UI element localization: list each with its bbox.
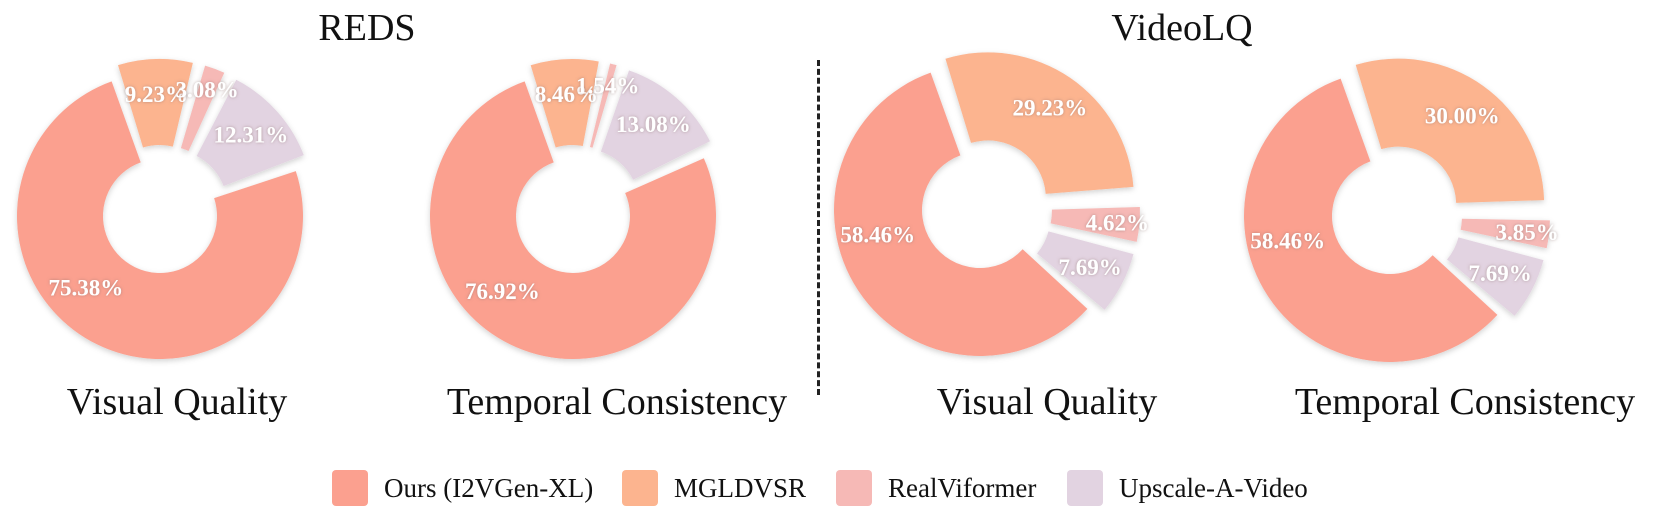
legend-swatch-mgldvsr <box>622 470 658 506</box>
labels-reds-visual-quality: 75.38% 9.23%3.08% 12.31% <box>49 77 289 300</box>
legend-item-realviformer: RealViformer <box>836 470 1036 506</box>
legend-label-mgldvsr: MGLDVSR <box>674 472 807 503</box>
slice-label-reds-temporal-consistency-mgldvsr: 8.46% <box>535 82 598 107</box>
group-title-reds: REDS <box>318 7 416 49</box>
chart-title-reds-visual-quality: Visual Quality <box>66 381 288 423</box>
slice-videolq-temporal-consistency-ours <box>1244 78 1498 362</box>
donut-reds-temporal-consistency <box>429 59 716 359</box>
slice-reds-visual-quality-mgldvsr <box>118 59 193 148</box>
slice-reds-temporal-consistency-mgldvsr <box>530 59 599 148</box>
legend-label-upscale-a-video: Upscale-A-Video <box>1119 472 1308 503</box>
legend-label-realviformer: RealViformer <box>888 472 1037 503</box>
slice-label-reds-visual-quality-mgldvsr: 9.23% <box>125 82 188 107</box>
slice-label-reds-temporal-consistency-ours: 76.92% <box>465 279 540 304</box>
chart-title-videolq-visual-quality: Visual Quality <box>936 381 1158 423</box>
legend-swatch-realviformer <box>836 470 872 506</box>
slice-videolq-visual-quality-upscale-a-video <box>1037 231 1134 310</box>
legend-swatch-ours <box>332 470 368 506</box>
donut-videolq-temporal-consistency <box>1244 58 1550 362</box>
slice-reds-visual-quality-upscale-a-video <box>196 79 304 187</box>
slice-videolq-visual-quality-ours <box>834 72 1088 357</box>
donut-videolq-visual-quality <box>834 52 1140 357</box>
slice-label-videolq-visual-quality-ours: 58.46% <box>840 223 915 248</box>
slice-videolq-temporal-consistency-mgldvsr <box>1355 58 1545 203</box>
labels-videolq-temporal-consistency: 58.46% 30.00% 3.85% 7.69% <box>1250 103 1558 286</box>
legend-item-mgldvsr: MGLDVSR <box>622 470 806 506</box>
slice-label-videolq-temporal-consistency-upscale-a-video: 7.69% <box>1468 261 1531 286</box>
labels-videolq-visual-quality: 58.46% 29.23% 4.62% 7.69% <box>840 96 1149 280</box>
slice-reds-temporal-consistency-realviformer <box>589 63 617 148</box>
legend-label-ours: Ours (I2VGen-XL) <box>384 472 594 503</box>
legend: Ours (I2VGen-XL) MGLDVSR RealViformer Up… <box>0 470 1661 510</box>
slice-videolq-temporal-consistency-realviformer <box>1460 218 1550 249</box>
chart-title-reds-temporal-consistency: Temporal Consistency <box>446 381 788 423</box>
group-title-videolq: VideoLQ <box>1111 7 1253 49</box>
slice-reds-visual-quality-ours <box>17 81 303 359</box>
slice-label-reds-temporal-consistency-realviformer: 1.54% <box>576 74 639 99</box>
slice-label-videolq-visual-quality-mgldvsr: 29.23% <box>1012 96 1087 121</box>
legend-item-upscale-a-video: Upscale-A-Video <box>1067 470 1308 506</box>
slice-label-reds-visual-quality-ours: 75.38% <box>49 275 124 300</box>
legend-swatch-upscale-a-video <box>1067 470 1103 506</box>
slice-reds-temporal-consistency-ours <box>429 81 716 359</box>
group-divider <box>817 60 820 395</box>
labels-reds-temporal-consistency: 76.92% 8.46%1.54% 13.08% <box>465 74 691 304</box>
slice-label-reds-temporal-consistency-upscale-a-video: 13.08% <box>616 112 691 137</box>
slice-videolq-temporal-consistency-upscale-a-video <box>1447 237 1544 316</box>
donut-charts: 75.38% 9.23%3.08% 12.31% 76.92% 8.46%1.54% 13… <box>17 52 1559 362</box>
slice-label-videolq-temporal-consistency-realviformer: 3.85% <box>1495 220 1558 245</box>
slice-label-videolq-temporal-consistency-ours: 58.46% <box>1250 229 1325 254</box>
slice-label-videolq-visual-quality-realviformer: 4.62% <box>1086 211 1149 236</box>
slice-reds-temporal-consistency-upscale-a-video <box>600 70 710 180</box>
slice-label-reds-visual-quality-realviformer: 3.08% <box>176 77 239 102</box>
slice-label-videolq-visual-quality-upscale-a-video: 7.69% <box>1058 255 1121 280</box>
chart-title-videolq-temporal-consistency: Temporal Consistency <box>1294 381 1636 423</box>
slice-reds-visual-quality-realviformer <box>180 65 225 152</box>
slice-label-reds-visual-quality-upscale-a-video: 12.31% <box>213 123 288 148</box>
donut-reds-visual-quality <box>17 59 304 359</box>
legend-item-ours: Ours (I2VGen-XL) <box>332 470 593 506</box>
slice-videolq-visual-quality-mgldvsr <box>945 52 1134 194</box>
slice-videolq-visual-quality-realviformer <box>1050 207 1140 242</box>
slice-label-videolq-temporal-consistency-mgldvsr: 30.00% <box>1425 103 1500 128</box>
